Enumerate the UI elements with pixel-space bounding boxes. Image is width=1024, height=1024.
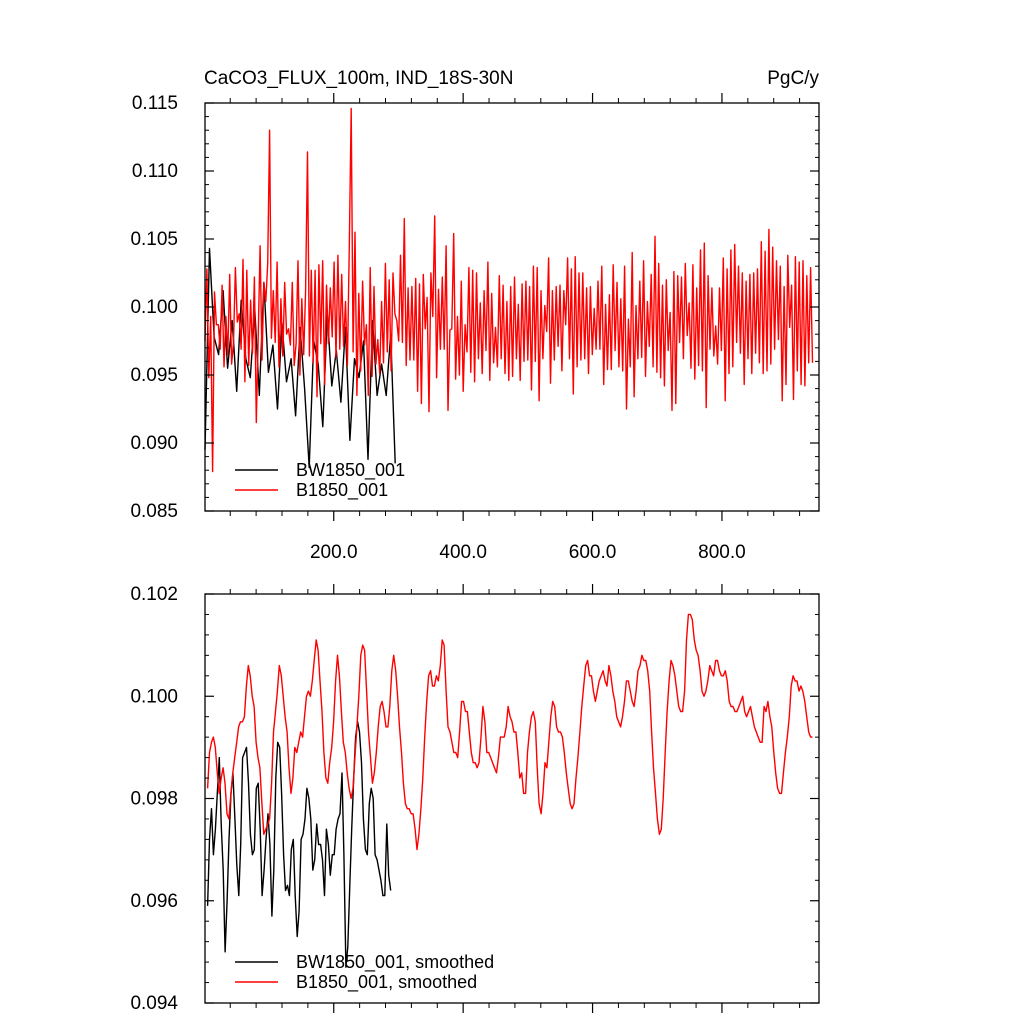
series-line-1-0: [206, 721, 392, 968]
legend-label: B1850_001: [296, 480, 388, 501]
chart-units: PgC/y: [767, 68, 819, 89]
top-panel: 0.085 0.090 0.095 0.100 0.105 0.110 0.115 200.0…: [130, 93, 820, 563]
y-tick-label: 0.090: [130, 433, 178, 454]
y-tick-label: 0.098: [130, 789, 178, 810]
y-tick-label: 0.094: [130, 993, 178, 1014]
y-tick-label: 0.102: [130, 584, 178, 605]
y-tick-label: 0.096: [130, 891, 178, 912]
series-line-1-1: [206, 613, 813, 851]
y-tick-label: 0.100: [130, 686, 178, 707]
y-tick-label: 0.095: [130, 365, 178, 386]
bottom-panel: 0.094 0.096 0.098 0.100 0.102 BW1850_001, smo…: [130, 584, 820, 1014]
y-tick-label: 0.110: [132, 161, 178, 182]
legend-label: BW1850_001, smoothed: [296, 952, 494, 973]
x-tick-label: 800.0: [698, 542, 746, 563]
plot-frame: [204, 593, 820, 1004]
y-tick-label: 0.115: [132, 93, 178, 114]
x-tick-label: 400.0: [439, 542, 487, 563]
x-tick-label: 600.0: [569, 542, 617, 563]
series-line-0-0: [204, 247, 396, 469]
legend-label: BW1850_001: [296, 460, 405, 481]
x-tick-label: 200.0: [310, 542, 358, 563]
chart-title: CaCO3_FLUX_100m, IND_18S-30N: [204, 68, 513, 89]
y-tick-label: 0.100: [130, 297, 178, 318]
y-tick-label: 0.085: [130, 501, 178, 522]
legend-label: B1850_001, smoothed: [296, 972, 477, 993]
y-tick-label: 0.105: [130, 229, 178, 250]
series-line-0-1: [204, 107, 814, 473]
